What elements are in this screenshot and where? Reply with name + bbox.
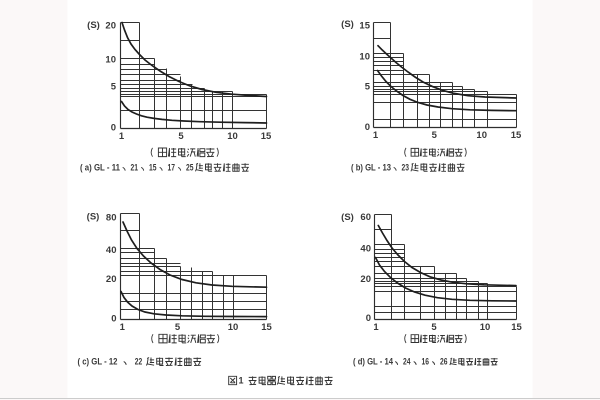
svg-text:1: 1 xyxy=(119,131,125,142)
svg-text:15: 15 xyxy=(261,131,272,142)
svg-text:1: 1 xyxy=(373,130,379,141)
svg-text:10: 10 xyxy=(228,322,239,333)
svg-text:20: 20 xyxy=(106,274,117,285)
svg-text:( c) GL - 12: ( c) GL - 12 xyxy=(78,357,118,367)
svg-text:22: 22 xyxy=(135,357,143,367)
svg-text:20: 20 xyxy=(360,274,371,285)
svg-text:25: 25 xyxy=(186,163,194,173)
svg-text:16: 16 xyxy=(422,357,430,367)
svg-text:5: 5 xyxy=(431,322,437,333)
svg-text:(S): (S) xyxy=(87,20,100,31)
svg-text:5: 5 xyxy=(178,131,184,142)
svg-text:40: 40 xyxy=(360,244,371,255)
svg-text:24: 24 xyxy=(403,357,411,367)
svg-text:10: 10 xyxy=(227,131,238,142)
svg-text:1: 1 xyxy=(239,376,244,386)
svg-text:26: 26 xyxy=(440,357,448,367)
svg-text:1: 1 xyxy=(373,322,379,333)
svg-text:(S): (S) xyxy=(87,212,100,223)
svg-text:(S): (S) xyxy=(341,212,354,223)
svg-text:15: 15 xyxy=(359,21,370,32)
svg-text:0: 0 xyxy=(111,123,116,134)
svg-text:21: 21 xyxy=(131,163,139,173)
svg-text:10: 10 xyxy=(476,130,487,141)
svg-text:5: 5 xyxy=(111,82,117,93)
svg-text:( d) GL - 14: ( d) GL - 14 xyxy=(353,357,393,367)
svg-text:0: 0 xyxy=(111,313,116,324)
svg-text:15: 15 xyxy=(511,322,522,333)
svg-text:15: 15 xyxy=(261,322,272,333)
svg-text:40: 40 xyxy=(106,245,117,256)
svg-text:5: 5 xyxy=(365,81,371,92)
svg-text:10: 10 xyxy=(480,322,491,333)
svg-text:23: 23 xyxy=(402,163,410,173)
svg-text:15: 15 xyxy=(149,163,157,173)
svg-text:5: 5 xyxy=(432,130,438,141)
svg-text:10: 10 xyxy=(105,55,116,66)
svg-text:60: 60 xyxy=(360,212,371,223)
svg-text:0: 0 xyxy=(366,313,371,324)
svg-text:(S): (S) xyxy=(341,19,354,30)
svg-text:15: 15 xyxy=(511,130,522,141)
svg-text:17: 17 xyxy=(168,163,176,173)
svg-text:5: 5 xyxy=(175,322,181,333)
svg-text:80: 80 xyxy=(106,213,117,224)
svg-text:1: 1 xyxy=(120,322,126,333)
svg-text:10: 10 xyxy=(359,52,370,63)
svg-text:20: 20 xyxy=(105,21,116,32)
svg-text:( a) GL - 11: ( a) GL - 11 xyxy=(80,163,120,173)
svg-text:0: 0 xyxy=(365,122,370,133)
svg-text:( b) GL - 13: ( b) GL - 13 xyxy=(351,163,391,173)
